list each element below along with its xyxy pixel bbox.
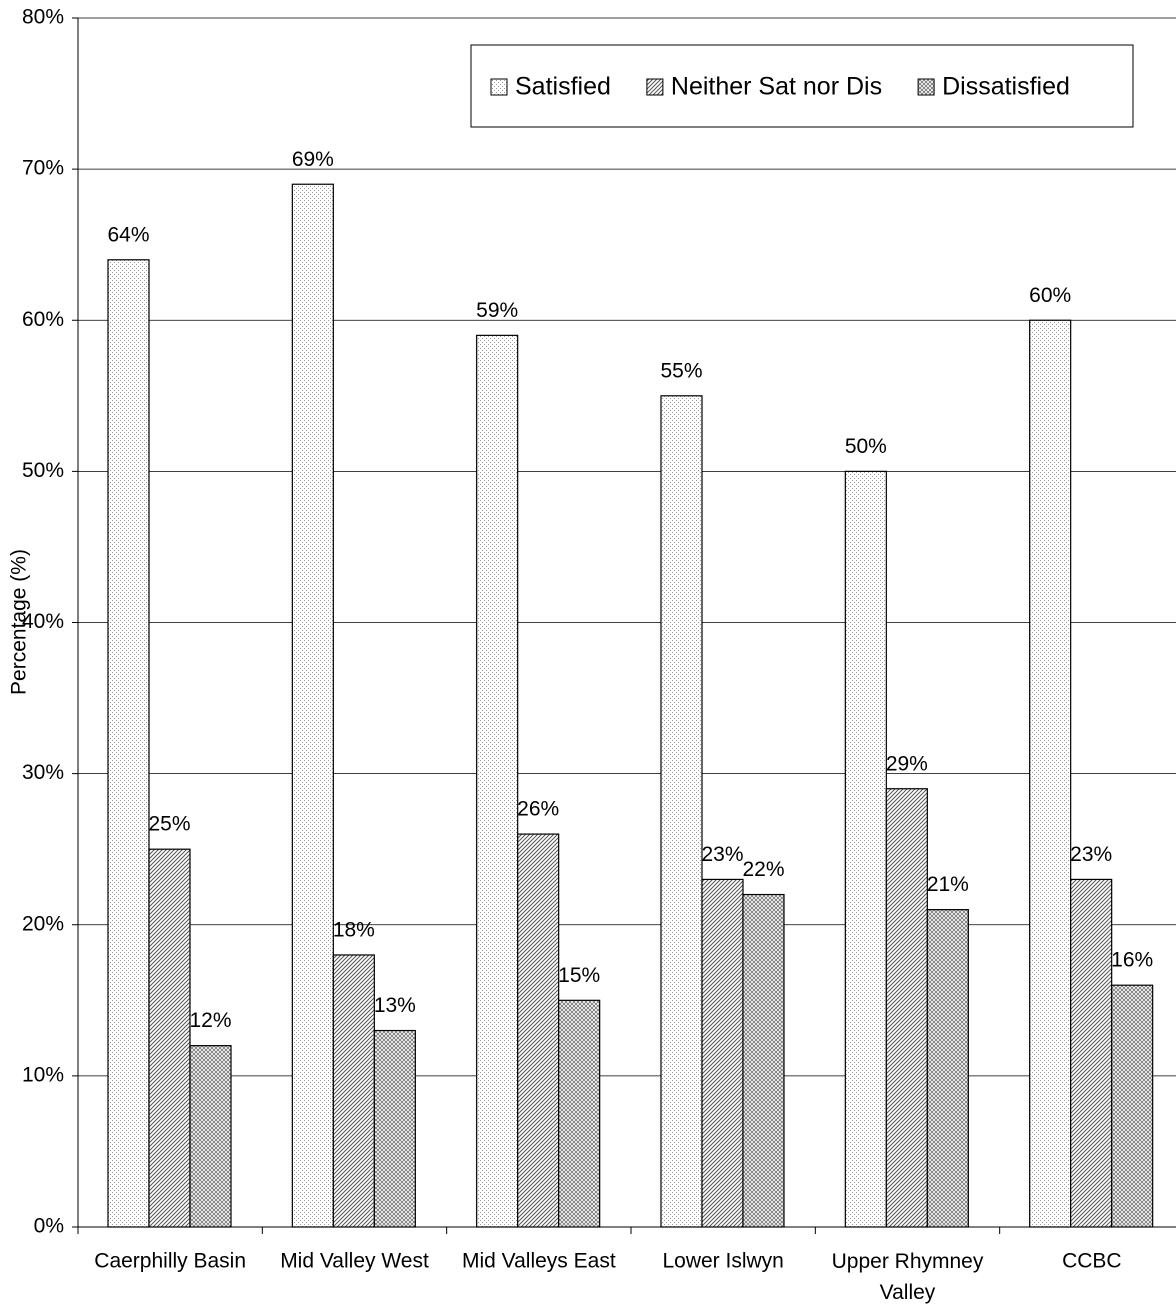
bar: [701, 878, 744, 1228]
bar: [660, 395, 703, 1228]
value-label: 59%: [476, 299, 518, 322]
legend-label: Satisfied: [515, 73, 611, 101]
y-tick-label: 80%: [22, 6, 64, 29]
bar: [558, 999, 601, 1228]
legend-box: [470, 44, 1134, 128]
bar: [291, 183, 334, 1228]
y-tick-label: 0%: [34, 1215, 64, 1238]
value-label: 55%: [660, 359, 702, 382]
y-tick-label: 30%: [22, 761, 64, 784]
y-tick-label: 20%: [22, 912, 64, 935]
value-label: 22%: [742, 858, 784, 881]
value-label: 50%: [845, 435, 887, 458]
y-tick-label: 50%: [22, 459, 64, 482]
value-label: 18%: [333, 919, 375, 942]
value-label: 13%: [374, 994, 416, 1017]
bar: [1029, 319, 1072, 1228]
value-label: 16%: [1111, 949, 1153, 972]
y-tick-label: 40%: [22, 610, 64, 633]
legend-swatch: [646, 78, 664, 96]
x-tick-label: CCBC: [1062, 1250, 1122, 1273]
legend-swatch: [490, 78, 508, 96]
value-label: 15%: [558, 964, 600, 987]
value-label: 23%: [701, 843, 743, 866]
bar: [742, 893, 785, 1228]
bar: [476, 334, 519, 1228]
bar: [107, 259, 150, 1228]
bar: [926, 909, 969, 1228]
legend-swatch: [917, 78, 935, 96]
value-label: 64%: [107, 223, 149, 246]
x-tick-label: Mid Valleys East: [462, 1250, 616, 1273]
x-tick-label: Mid Valley West: [280, 1250, 429, 1273]
y-tick-label: 10%: [22, 1063, 64, 1086]
x-tick-label: Lower Islwyn: [662, 1250, 783, 1273]
x-tick-label: Upper Rhymney Valley: [832, 1250, 984, 1304]
bar: [148, 848, 191, 1228]
x-tick-label: Caerphilly Basin: [94, 1250, 246, 1273]
bar: [373, 1029, 416, 1228]
bar: [1070, 878, 1113, 1228]
value-label: 29%: [886, 752, 928, 775]
legend-label: Dissatisfied: [942, 73, 1070, 101]
value-label: 25%: [148, 813, 190, 836]
bar: [885, 788, 928, 1228]
bar: [844, 470, 887, 1228]
bar: [517, 833, 560, 1228]
bar: [1111, 984, 1154, 1228]
value-label: 26%: [517, 798, 559, 821]
legend-label: Neither Sat nor Dis: [671, 73, 882, 101]
value-label: 60%: [1029, 284, 1071, 307]
value-label: 69%: [292, 148, 334, 171]
y-axis-title: Percentage (%): [8, 549, 31, 695]
bar: [332, 954, 375, 1228]
bar: [189, 1045, 232, 1228]
value-label: 21%: [927, 873, 969, 896]
y-tick-label: 60%: [22, 308, 64, 331]
value-label: 23%: [1070, 843, 1112, 866]
y-tick-label: 70%: [22, 157, 64, 180]
value-label: 12%: [189, 1009, 231, 1032]
